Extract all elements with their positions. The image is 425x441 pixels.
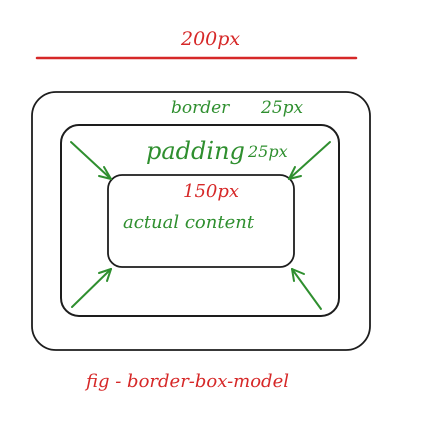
- border-label: border: [171, 98, 230, 118]
- arrow-top-left: [70, 141, 112, 180]
- content-box: [107, 174, 295, 268]
- content-label: actual content: [123, 212, 255, 233]
- content-size-label: 150px: [183, 181, 240, 202]
- padding-value: 25px: [248, 142, 288, 161]
- arrow-top-right: [288, 141, 331, 180]
- border-value: 25px: [261, 98, 304, 118]
- padding-box: [60, 124, 340, 317]
- figure-caption: fig - border-box-model: [86, 371, 289, 392]
- width-label: 200px: [181, 28, 241, 50]
- arrow-bottom-right: [291, 268, 322, 310]
- outer-border-box: [31, 91, 371, 351]
- padding-label: padding: [146, 137, 245, 165]
- arrow-bottom-left: [71, 268, 112, 308]
